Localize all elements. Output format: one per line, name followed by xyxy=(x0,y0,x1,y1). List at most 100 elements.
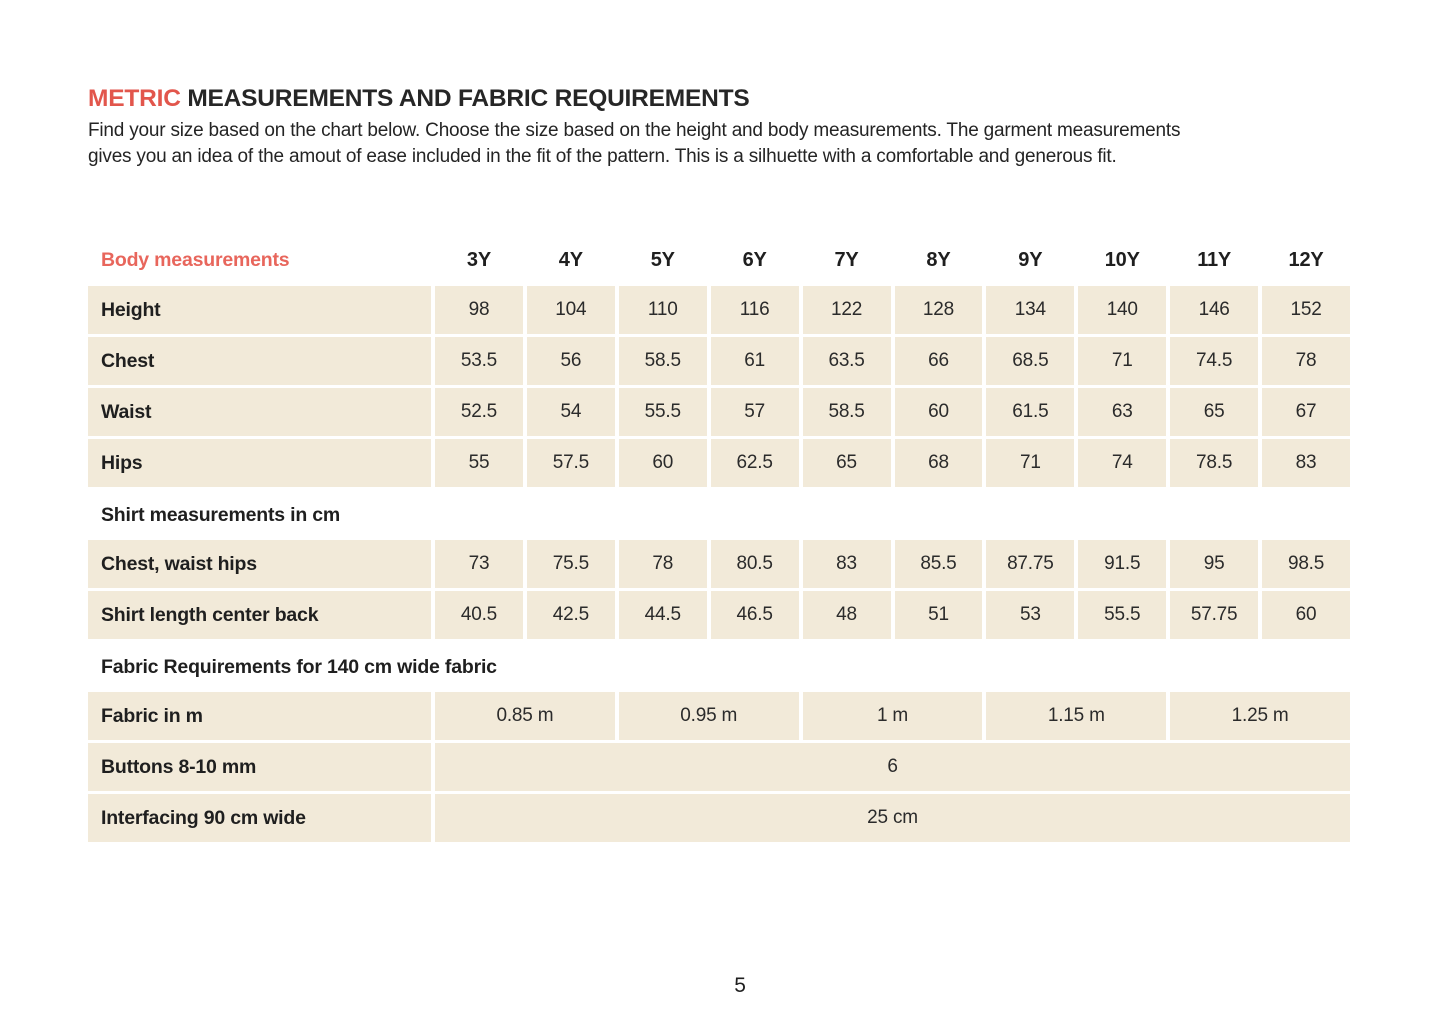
shirt-length-value: 60 xyxy=(1262,591,1350,639)
chest-waist-hips-value: 75.5 xyxy=(526,540,615,588)
waist-value: 55.5 xyxy=(618,388,707,436)
hips-value: 68 xyxy=(894,439,983,487)
chest-waist-hips-value: 80.5 xyxy=(710,540,799,588)
body-measurements-header: Body measurements xyxy=(101,248,290,271)
fabric-length-value: 1.15 m xyxy=(986,692,1167,740)
table-row-height: Height 98 104 110 116 122 128 134 140 146 152 xyxy=(88,286,1350,334)
size-column-header: 9Y xyxy=(1018,248,1043,271)
shirt-length-value: 51 xyxy=(894,591,983,639)
size-column-header: 8Y xyxy=(926,248,951,271)
height-value: 134 xyxy=(986,286,1075,334)
intro-line-2: gives you an idea of the amout of ease i… xyxy=(88,146,1117,167)
size-column-header: 12Y xyxy=(1288,248,1324,271)
size-column-header: 3Y xyxy=(466,248,491,271)
hips-value: 57.5 xyxy=(526,439,615,487)
waist-value: 61.5 xyxy=(986,388,1075,436)
waist-value: 58.5 xyxy=(802,388,891,436)
hips-value: 78.5 xyxy=(1170,439,1259,487)
size-column-header: 5Y xyxy=(650,248,675,271)
table-row-chest-waist-hips: Chest, waist hips 73 75.5 78 80.5 83 85.5 87.7… xyxy=(88,540,1350,588)
waist-value: 63 xyxy=(1078,388,1167,436)
row-label-interfacing: Interfacing 90 cm wide xyxy=(88,794,431,842)
page-number: 5 xyxy=(734,974,746,997)
page-title: METRIC MEASUREMENTS AND FABRIC REQUIREME… xyxy=(88,84,1350,114)
chest-value: 63.5 xyxy=(802,337,891,385)
height-value: 146 xyxy=(1170,286,1259,334)
shirt-length-value: 57.75 xyxy=(1170,591,1259,639)
size-column-header: 11Y xyxy=(1197,248,1232,271)
size-column-header: 10Y xyxy=(1104,248,1140,271)
row-label-buttons: Buttons 8-10 mm xyxy=(88,743,431,791)
waist-value: 54 xyxy=(526,388,615,436)
section-header-shirt-measurements: Shirt measurements in cm xyxy=(101,503,341,526)
size-column-header: 6Y xyxy=(742,248,767,271)
height-value: 140 xyxy=(1078,286,1167,334)
row-label-waist: Waist xyxy=(88,388,431,436)
chest-value: 78 xyxy=(1262,337,1350,385)
hips-value: 71 xyxy=(986,439,1075,487)
waist-value: 67 xyxy=(1262,388,1350,436)
shirt-length-value: 42.5 xyxy=(526,591,615,639)
row-label-fabric: Fabric in m xyxy=(88,692,431,740)
height-value: 122 xyxy=(802,286,891,334)
interfacing-value: 25 cm xyxy=(435,794,1350,842)
chest-value: 74.5 xyxy=(1170,337,1259,385)
size-table: Body measurements 3Y 4Y 5Y 6Y 7Y 8Y 9Y 10Y 11Y 12… xyxy=(88,243,1350,842)
height-value: 104 xyxy=(526,286,615,334)
hips-value: 60 xyxy=(618,439,707,487)
table-row-interfacing: Interfacing 90 cm wide 25 cm xyxy=(88,794,1350,842)
height-value: 128 xyxy=(894,286,983,334)
waist-value: 57 xyxy=(710,388,799,436)
hips-value: 62.5 xyxy=(710,439,799,487)
fabric-length-value: 1.25 m xyxy=(1170,692,1350,740)
height-value: 98 xyxy=(435,286,523,334)
row-label-height: Height xyxy=(88,286,431,334)
table-row-waist: Waist 52.5 54 55.5 57 58.5 60 61.5 63 65 67 xyxy=(88,388,1350,436)
chest-waist-hips-value: 98.5 xyxy=(1262,540,1350,588)
chest-value: 68.5 xyxy=(986,337,1075,385)
hips-value: 74 xyxy=(1078,439,1167,487)
chest-waist-hips-value: 95 xyxy=(1170,540,1259,588)
shirt-length-value: 46.5 xyxy=(710,591,799,639)
intro-line-1: Find your size based on the chart below.… xyxy=(88,120,1181,141)
height-value: 152 xyxy=(1262,286,1350,334)
table-row-buttons: Buttons 8-10 mm 6 xyxy=(88,743,1350,791)
hips-value: 55 xyxy=(435,439,523,487)
shirt-length-value: 55.5 xyxy=(1078,591,1167,639)
row-label-chest-waist-hips: Chest, waist hips xyxy=(88,540,431,588)
chest-value: 53.5 xyxy=(435,337,523,385)
row-label-shirt-length: Shirt length center back xyxy=(88,591,431,639)
size-column-header: 4Y xyxy=(558,248,583,271)
table-row-chest: Chest 53.5 56 58.5 61 63.5 66 68.5 71 74.5 78 xyxy=(88,337,1350,385)
chest-value: 58.5 xyxy=(618,337,707,385)
table-header-row: Body measurements 3Y 4Y 5Y 6Y 7Y 8Y 9Y 10Y 11Y 12… xyxy=(88,243,1350,277)
title-highlight: METRIC xyxy=(88,85,181,112)
chest-waist-hips-value: 78 xyxy=(618,540,707,588)
chest-value: 61 xyxy=(710,337,799,385)
intro-paragraph: Find your size based on the chart below.… xyxy=(88,118,1350,170)
title-rest: MEASUREMENTS AND FABRIC REQUIREMENTS xyxy=(180,85,750,112)
chest-waist-hips-value: 91.5 xyxy=(1078,540,1167,588)
height-value: 116 xyxy=(710,286,799,334)
waist-value: 60 xyxy=(894,388,983,436)
chest-waist-hips-value: 73 xyxy=(435,540,523,588)
table-row-hips: Hips 55 57.5 60 62.5 65 68 71 74 78.5 83 xyxy=(88,439,1350,487)
hips-value: 65 xyxy=(802,439,891,487)
hips-value: 83 xyxy=(1262,439,1350,487)
shirt-length-value: 40.5 xyxy=(435,591,523,639)
chest-waist-hips-value: 83 xyxy=(802,540,891,588)
shirt-length-value: 48 xyxy=(802,591,891,639)
page-content: METRIC MEASUREMENTS AND FABRIC REQUIREME… xyxy=(88,84,1350,845)
chest-value: 71 xyxy=(1078,337,1167,385)
waist-value: 52.5 xyxy=(435,388,523,436)
shirt-length-value: 44.5 xyxy=(618,591,707,639)
table-row-shirt-length: Shirt length center back 40.5 42.5 44.5 46.… xyxy=(88,591,1350,639)
height-value: 110 xyxy=(618,286,707,334)
chest-value: 56 xyxy=(526,337,615,385)
fabric-length-value: 0.85 m xyxy=(435,692,615,740)
row-label-hips: Hips xyxy=(88,439,431,487)
fabric-length-value: 1 m xyxy=(802,692,983,740)
buttons-value: 6 xyxy=(435,743,1350,791)
